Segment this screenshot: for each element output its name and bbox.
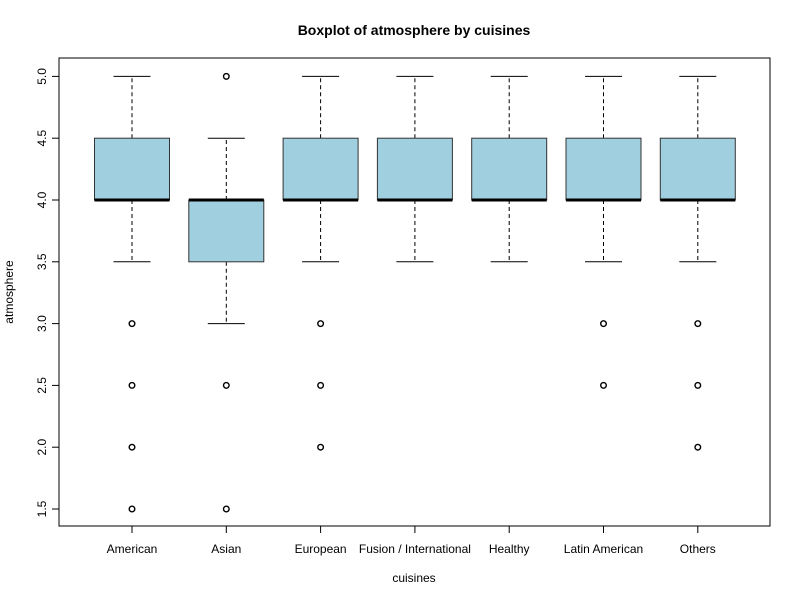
x-tick-label: Others (680, 542, 716, 556)
x-tick-label: Healthy (489, 542, 530, 556)
outlier-point (694, 443, 702, 451)
y-axis-label: atmosphere (2, 260, 16, 324)
outlier-point (694, 381, 702, 389)
box-iqr (376, 137, 453, 201)
outlier-point (222, 72, 230, 80)
box-fusion-international (376, 75, 453, 263)
box-european (282, 75, 359, 451)
y-tick-label: 3.5 (35, 253, 49, 270)
box-iqr (565, 137, 642, 201)
box-healthy (471, 75, 548, 263)
y-axis: 1.5 2.0 2.5 3.0 3.5 4.0 4.5 5.0 (35, 68, 60, 517)
y-tick-label: 5.0 (35, 68, 49, 85)
x-tick-label: Asian (211, 542, 241, 556)
chart-title: Boxplot of atmosphere by cuisines (298, 22, 531, 38)
outlier-point (317, 443, 325, 451)
outlier-point (128, 381, 136, 389)
box-iqr (471, 137, 548, 201)
outlier-point (694, 320, 702, 328)
y-tick-label: 4.5 (35, 130, 49, 147)
box-iqr (188, 199, 265, 263)
outlier-point (222, 381, 230, 389)
box-american (94, 75, 170, 513)
outlier-point (317, 320, 325, 328)
y-tick-label: 4.0 (35, 191, 49, 208)
boxes-group (94, 72, 736, 513)
box-others (659, 75, 736, 451)
x-tick-label: Fusion / International (359, 542, 471, 556)
y-tick-label: 1.5 (35, 500, 49, 517)
y-tick-label: 3.0 (35, 315, 49, 332)
x-tick-label: Latin American (564, 542, 643, 556)
outlier-point (600, 320, 608, 328)
y-tick-label: 2.0 (35, 439, 49, 456)
outlier-point (317, 381, 325, 389)
outlier-point (600, 381, 608, 389)
x-tick-label: European (295, 542, 347, 556)
box-asian (188, 72, 265, 513)
outlier-point (128, 505, 136, 513)
y-tick-label: 2.5 (35, 377, 49, 394)
box-iqr (659, 137, 736, 201)
x-axis: American Asian European Fusion / Internatio… (107, 525, 716, 556)
box-latin-american (565, 75, 642, 389)
box-iqr (94, 137, 170, 201)
x-tick-label: American (107, 542, 158, 556)
x-axis-label: cuisines (392, 571, 435, 585)
outlier-point (222, 505, 230, 513)
outlier-point (128, 443, 136, 451)
outlier-point (128, 320, 136, 328)
box-iqr (282, 137, 359, 201)
